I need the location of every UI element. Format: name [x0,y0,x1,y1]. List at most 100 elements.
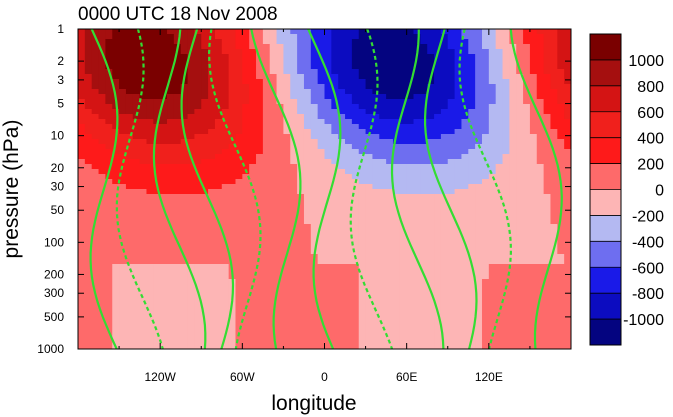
heatmap-cell [269,64,278,70]
heatmap-cell [331,294,339,300]
heatmap-cell [358,94,367,100]
heatmap-cell [427,144,435,150]
heatmap-cell [180,274,189,280]
heatmap-cell [173,84,182,90]
heatmap-cell [427,294,435,300]
colorbar-swatch [590,241,621,268]
heatmap-cell [125,289,134,295]
heatmap-cell [310,164,319,170]
heatmap-cell [481,189,490,195]
heatmap-cell [91,44,100,50]
heatmap-cell [331,54,339,60]
heatmap-cell [228,319,237,325]
heatmap-cell [269,259,278,265]
heatmap-cell [290,39,298,45]
heatmap-cell [331,79,339,85]
heatmap-cell [249,184,257,190]
heatmap-cell [481,274,490,280]
heatmap-cell [516,239,524,245]
heatmap-cell [495,214,504,220]
heatmap-cell [269,154,278,160]
heatmap-cell [454,284,463,290]
heatmap-cell [447,84,456,90]
heatmap-cell [509,169,517,175]
heatmap-cell [468,314,476,320]
heatmap-cell [187,294,196,300]
heatmap-cell [125,174,134,180]
colorbar-swatch [590,293,621,320]
heatmap-cell [447,259,456,265]
heatmap-cell [187,249,196,255]
heatmap-cell [84,189,93,195]
heatmap-cell [358,224,367,230]
heatmap-cell [509,184,517,190]
heatmap-cell [434,174,442,180]
heatmap-cell [379,94,387,100]
heatmap-cell [112,219,120,225]
heatmap-cell [242,194,250,200]
heatmap-cell [427,249,435,255]
heatmap-cell [413,204,421,210]
heatmap-cell [242,224,250,230]
heatmap-cell [495,74,504,80]
heatmap-cell [447,49,456,55]
heatmap-cell [214,174,223,180]
heatmap-cell [523,54,531,60]
heatmap-cell [98,179,106,185]
heatmap-cell [78,89,86,95]
heatmap-cell [98,74,106,80]
heatmap-cell [290,54,298,60]
heatmap-cell [440,139,449,145]
heatmap-cell [201,94,209,100]
heatmap-cell [392,99,401,105]
heatmap-cell [269,174,278,180]
heatmap-cell [502,234,510,240]
heatmap-cell [310,339,319,345]
heatmap-cell [160,139,168,145]
heatmap-cell [160,179,168,185]
heatmap-cell [78,279,86,285]
heatmap-cell [214,114,223,120]
heatmap-cell [420,339,428,345]
heatmap-cell [256,289,264,295]
heatmap-cell [468,49,476,55]
heatmap-cell [317,44,326,50]
heatmap-cell [78,204,86,210]
heatmap-cell [557,169,565,175]
heatmap-cell [317,279,326,285]
heatmap-cell [351,239,360,245]
heatmap-cell [447,234,456,240]
heatmap-cell [112,279,120,285]
heatmap-cell [386,39,394,45]
heatmap-cell [180,169,189,175]
heatmap-cell [78,44,86,50]
heatmap-cell [427,59,435,65]
heatmap-cell [283,344,291,349]
heatmap-cell [420,89,428,95]
heatmap-cell [509,269,517,275]
heatmap-cell [167,334,175,340]
heatmap-cell [194,219,202,225]
heatmap-cell [557,234,565,240]
heatmap-cell [317,249,326,255]
heatmap-cell [242,69,250,75]
heatmap-cell [112,169,120,175]
heatmap-cell [475,339,483,345]
heatmap-cell [413,139,421,145]
heatmap-cell [481,224,490,230]
heatmap-cell [235,194,243,200]
heatmap-cell [331,299,339,305]
heatmap-cell [249,129,257,135]
heatmap-cell [509,99,517,105]
heatmap-cell [399,284,408,290]
heatmap-cell [440,189,449,195]
heatmap-cell [317,329,326,335]
heatmap-cell [283,229,291,235]
heatmap-cell [187,149,196,155]
heatmap-cell [173,139,182,145]
heatmap-cell [105,184,113,190]
heatmap-cell [475,334,483,340]
heatmap-cell [468,239,476,245]
green-contour-line [89,29,119,349]
heatmap-cell [119,314,127,320]
